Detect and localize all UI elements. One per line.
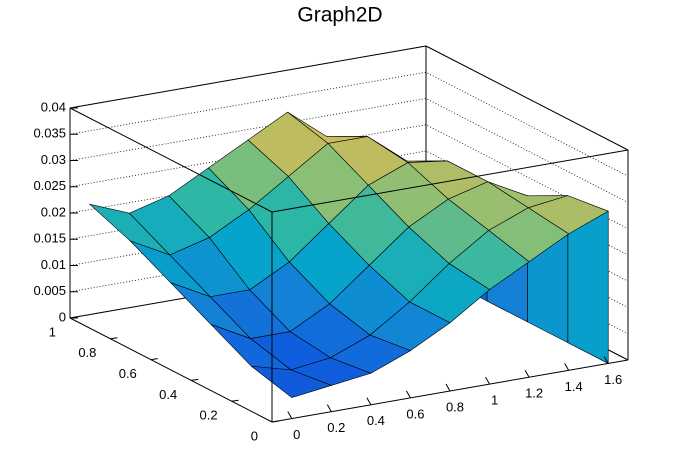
x-tick-label: 1.2 (525, 386, 543, 401)
grid-line (69, 45, 629, 151)
z-tick-label: 0.035 (33, 126, 66, 141)
y-tick-label: 0.6 (119, 366, 137, 381)
grid-line (69, 98, 629, 203)
z-tick-label: 0.005 (33, 283, 66, 298)
x-tick-label: 1.6 (604, 372, 622, 387)
chart-title: Graph2D (297, 4, 382, 27)
z-tick-label: 0 (59, 309, 66, 324)
z-tick-label: 0.03 (41, 152, 66, 167)
y-tick-label: 1 (49, 324, 56, 339)
x-tick-label: 0.8 (446, 399, 464, 414)
tick-mark (69, 316, 78, 319)
tick-mark (110, 337, 118, 340)
y-tick-label: 0.2 (200, 408, 218, 423)
z-tick-label: 0.01 (41, 257, 66, 272)
grid-line (69, 71, 629, 177)
frame (271, 149, 629, 213)
tick-mark (150, 358, 158, 361)
x-tick-label: 1.4 (565, 379, 583, 394)
tick-mark (271, 420, 280, 423)
surface-cell (250, 365, 333, 398)
y-axis (69, 317, 273, 423)
tick-mark (366, 397, 372, 406)
y-tick-label: 0.4 (159, 387, 177, 402)
x-tick-label: 0.6 (406, 406, 424, 421)
frame (69, 107, 273, 213)
tick-mark (524, 369, 530, 378)
y-tick-label: 0 (251, 428, 258, 443)
tick-mark (191, 378, 199, 381)
tick-mark (287, 411, 293, 419)
z-tick-label: 0.025 (33, 178, 66, 193)
y-tick-label: 0.8 (78, 345, 96, 360)
grid-line (69, 124, 629, 230)
x-tick-label: 0 (293, 427, 300, 442)
tick-mark (485, 376, 490, 385)
x-tick-label: 0.2 (327, 420, 345, 435)
tick-mark (603, 356, 609, 364)
tick-mark (445, 383, 451, 392)
tick-mark (326, 404, 332, 412)
x-tick-label: 0.4 (367, 413, 385, 428)
x-tick-label: 1 (491, 393, 498, 408)
tick-mark (231, 399, 239, 402)
z-tick-label: 0.02 (41, 204, 66, 219)
tick-mark (406, 390, 411, 399)
tick-mark (564, 363, 570, 371)
z-tick-label: 0.015 (33, 231, 66, 246)
z-tick-label: 0.04 (41, 99, 66, 114)
